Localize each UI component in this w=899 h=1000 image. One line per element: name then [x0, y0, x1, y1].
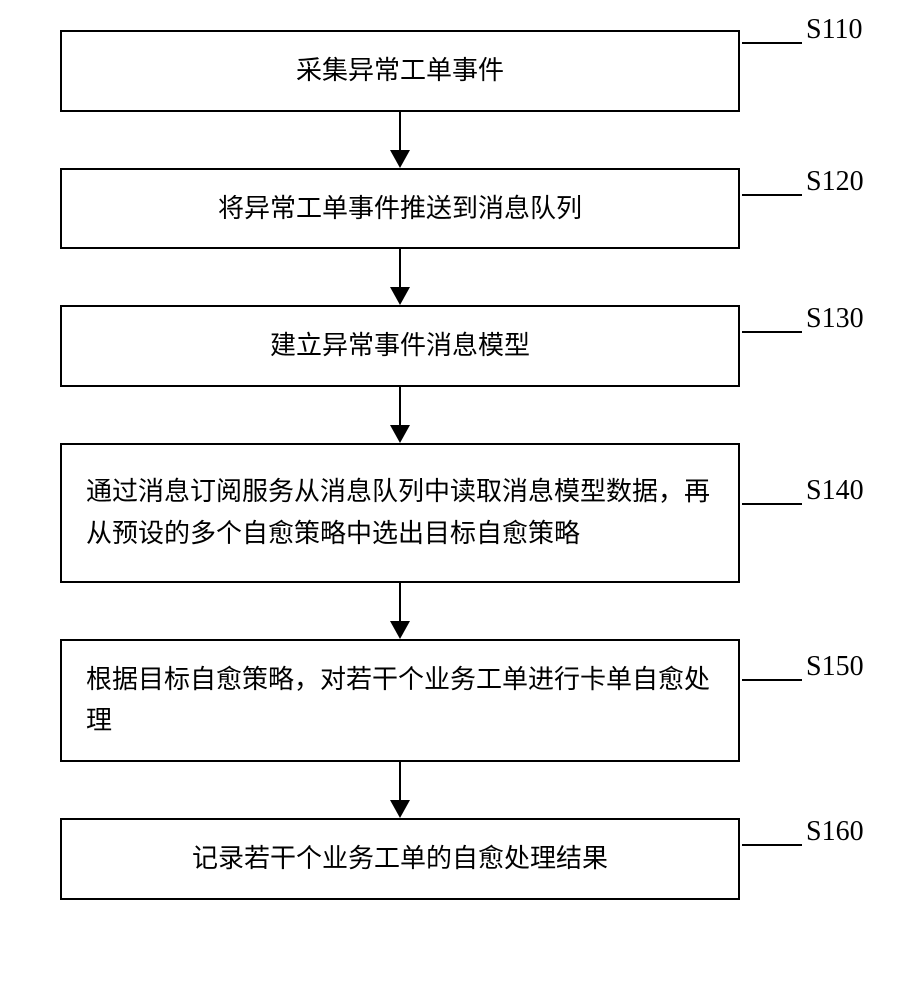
step-label: S110 [806, 14, 863, 46]
label-connector [742, 679, 802, 681]
step-box: 建立异常事件消息模型 S130 [60, 305, 740, 387]
step-text: 根据目标自愈策略，对若干个业务工单进行卡单自愈处理 [86, 659, 714, 742]
arrow-head-icon [390, 150, 410, 168]
step-box: 通过消息订阅服务从消息队列中读取消息模型数据，再从预设的多个自愈策略中选出目标自… [60, 443, 740, 583]
label-connector [742, 194, 802, 196]
arrow-head-icon [390, 287, 410, 305]
label-connector [742, 844, 802, 846]
step-text: 建立异常事件消息模型 [86, 325, 714, 367]
arrow-line [399, 583, 401, 623]
step-label: S140 [806, 475, 864, 507]
arrow-line [399, 249, 401, 289]
step-box: 根据目标自愈策略，对若干个业务工单进行卡单自愈处理 S150 [60, 639, 740, 762]
step-box: 记录若干个业务工单的自愈处理结果 S160 [60, 818, 740, 900]
arrow [60, 583, 740, 639]
arrow-head-icon [390, 621, 410, 639]
arrow [60, 112, 740, 168]
label-connector [742, 42, 802, 44]
step-label: S150 [806, 651, 864, 683]
arrow [60, 387, 740, 443]
arrow-line [399, 387, 401, 427]
arrow-head-icon [390, 800, 410, 818]
step-s130: 建立异常事件消息模型 S130 [60, 305, 840, 387]
step-box: 采集异常工单事件 S110 [60, 30, 740, 112]
step-s140: 通过消息订阅服务从消息队列中读取消息模型数据，再从预设的多个自愈策略中选出目标自… [60, 443, 840, 583]
step-text: 通过消息订阅服务从消息队列中读取消息模型数据，再从预设的多个自愈策略中选出目标自… [86, 471, 714, 554]
step-label: S120 [806, 166, 864, 198]
step-s150: 根据目标自愈策略，对若干个业务工单进行卡单自愈处理 S150 [60, 639, 840, 762]
arrow-head-icon [390, 425, 410, 443]
step-text: 记录若干个业务工单的自愈处理结果 [86, 838, 714, 880]
label-connector [742, 331, 802, 333]
step-label: S160 [806, 816, 864, 848]
arrow [60, 762, 740, 818]
step-s160: 记录若干个业务工单的自愈处理结果 S160 [60, 818, 840, 900]
step-text: 将异常工单事件推送到消息队列 [86, 188, 714, 230]
step-s110: 采集异常工单事件 S110 [60, 30, 840, 112]
flowchart-container: 采集异常工单事件 S110 将异常工单事件推送到消息队列 S120 建立异常事件… [60, 30, 840, 900]
step-box: 将异常工单事件推送到消息队列 S120 [60, 168, 740, 250]
arrow-line [399, 762, 401, 802]
arrow [60, 249, 740, 305]
arrow-line [399, 112, 401, 152]
label-connector [742, 503, 802, 505]
step-label: S130 [806, 303, 864, 335]
step-text: 采集异常工单事件 [86, 50, 714, 92]
step-s120: 将异常工单事件推送到消息队列 S120 [60, 168, 840, 250]
